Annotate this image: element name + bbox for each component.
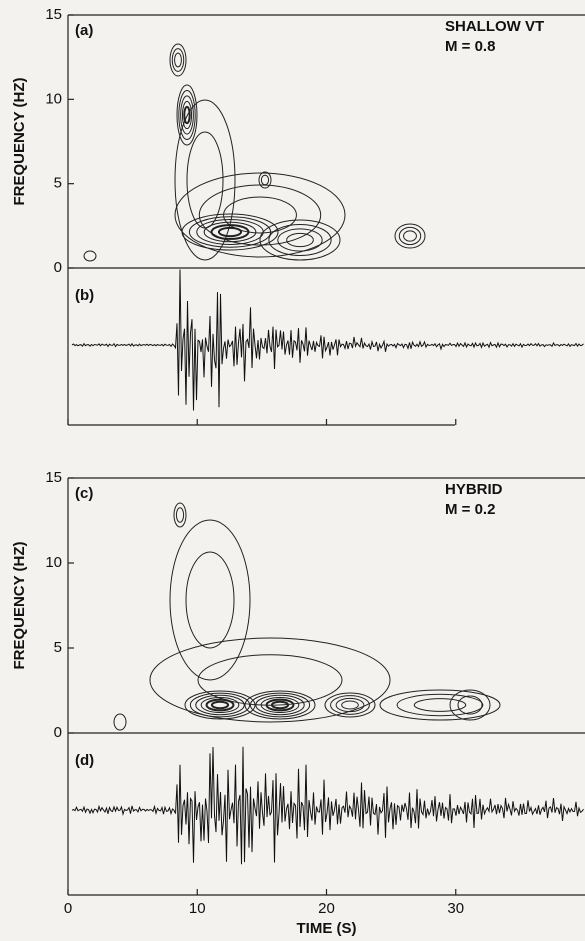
contour-line [149, 637, 391, 723]
contour-line [259, 219, 341, 261]
contour-line [286, 232, 314, 248]
panel-label: (a) [75, 22, 93, 39]
contour-line [449, 689, 491, 721]
contour-line [398, 226, 422, 246]
annotation: HYBRID [445, 481, 503, 498]
contour-line [258, 171, 272, 189]
contour-line [200, 696, 240, 714]
contour-line [244, 690, 316, 720]
contour-line [83, 250, 97, 262]
contour-line [457, 695, 483, 715]
contour-line [396, 693, 484, 717]
contour-line [181, 100, 193, 130]
panel-label: (c) [75, 485, 93, 502]
contour-line [174, 172, 346, 258]
y-axis-label: FREQUENCY (HZ) [11, 541, 28, 669]
x-axis-label: TIME (S) [297, 920, 357, 937]
contour-line [249, 692, 311, 718]
contour-line [169, 519, 251, 681]
contour-line [171, 48, 185, 72]
contour-line [203, 221, 257, 243]
contour-line [195, 694, 245, 716]
contour-line [335, 697, 365, 713]
y-tick-label: 10 [45, 90, 62, 107]
x-tick-label: 20 [318, 900, 335, 917]
contour-line [223, 196, 297, 234]
contour-line [183, 105, 191, 125]
contour-line [324, 692, 376, 718]
contour-line [341, 700, 359, 710]
waveform-trace [71, 746, 584, 865]
y-tick-label: 15 [45, 469, 62, 486]
contour-line [260, 174, 270, 186]
y-tick-label: 0 [54, 259, 62, 276]
contour-line [113, 713, 127, 731]
y-axis-label: FREQUENCY (HZ) [11, 77, 28, 205]
contour-line [413, 698, 467, 712]
contour-line [394, 223, 426, 249]
waveform-trace [71, 269, 584, 411]
contour-line [205, 698, 235, 712]
contour-line [175, 507, 185, 523]
contour-line [217, 226, 243, 238]
contour-line [210, 700, 230, 710]
annotation: M = 0.2 [445, 501, 495, 518]
contour-line [330, 695, 370, 715]
contour-line [186, 131, 224, 229]
y-tick-label: 15 [45, 6, 62, 23]
contour-line [189, 692, 251, 718]
contour-line [174, 52, 182, 68]
contour-line [277, 228, 323, 252]
panel-label: (b) [75, 287, 94, 304]
panel-label: (d) [75, 752, 94, 769]
x-tick-label: 0 [64, 900, 72, 917]
contour-line [188, 216, 272, 248]
contour-line [403, 230, 417, 242]
contour-line [180, 95, 194, 135]
contour-line [169, 43, 187, 77]
contour-line [268, 223, 332, 257]
y-tick-label: 5 [54, 175, 62, 192]
annotation: M = 0.8 [445, 38, 495, 55]
contour-line [176, 84, 198, 146]
contour-line [185, 551, 235, 649]
y-tick-label: 10 [45, 554, 62, 571]
contour-line [174, 99, 236, 261]
contour-line [178, 89, 196, 141]
annotation: SHALLOW VT [445, 18, 544, 35]
contour-line [173, 502, 187, 528]
x-tick-label: 10 [189, 900, 206, 917]
contour-line [197, 654, 343, 706]
y-tick-label: 5 [54, 639, 62, 656]
contour-line [379, 689, 501, 721]
y-tick-label: 0 [54, 724, 62, 741]
x-tick-label: 30 [447, 900, 464, 917]
